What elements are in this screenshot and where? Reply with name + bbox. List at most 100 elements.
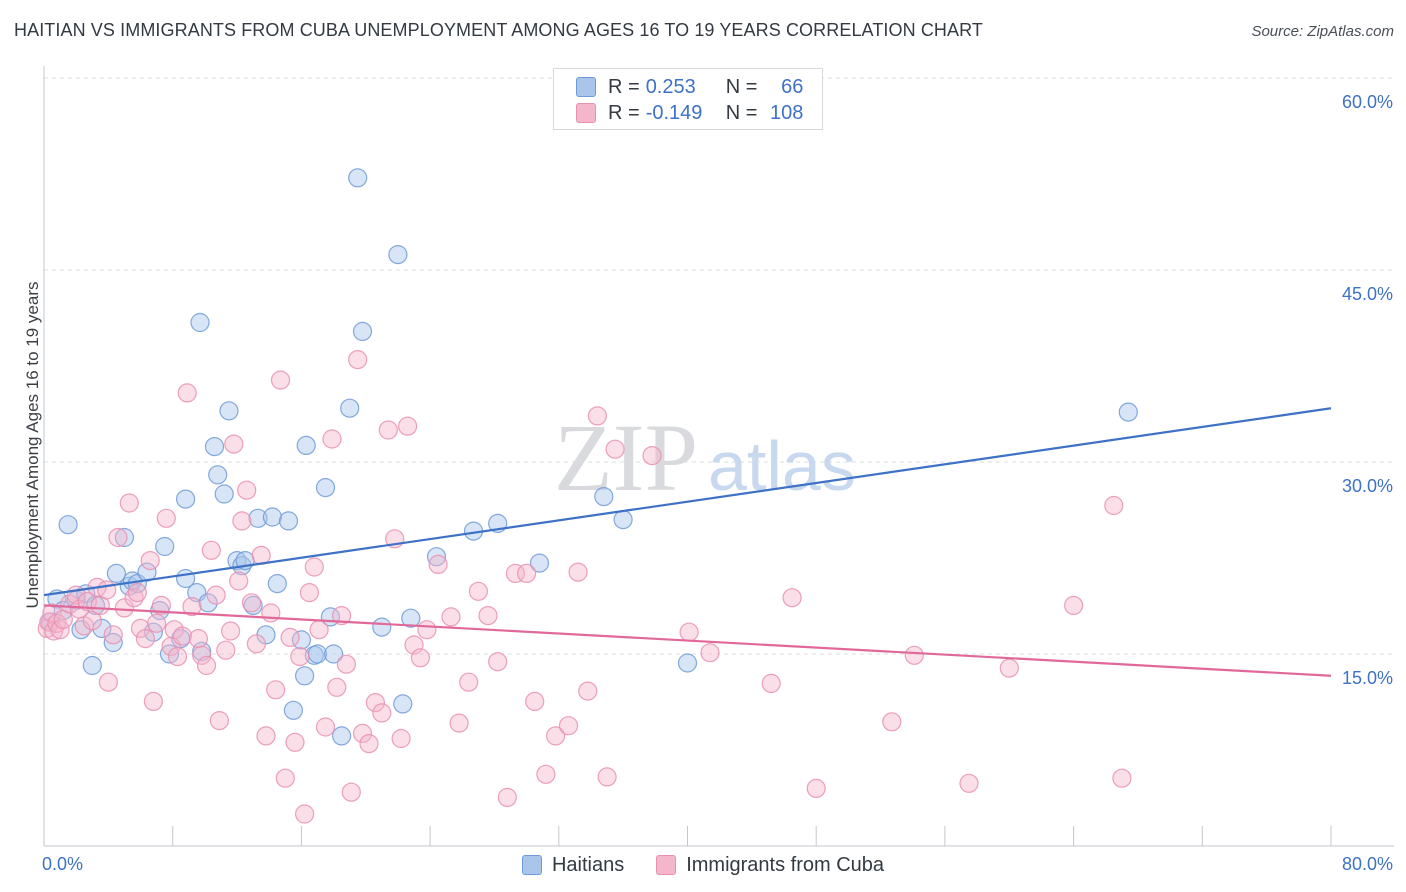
cuba-point-81 [428, 554, 448, 575]
cuba-point-62 [309, 620, 329, 640]
cuba-point-56 [280, 627, 300, 648]
cuba-point-86 [478, 605, 498, 626]
x-tick-labels: 0.0% 80.0% [42, 854, 1393, 874]
cuba-point-92 [536, 764, 556, 784]
cuba-point-36 [188, 628, 208, 649]
cuba-point-52 [261, 603, 281, 623]
cuba-point-59 [295, 804, 315, 824]
cuba-point-60 [299, 582, 319, 603]
cuba-point-64 [322, 429, 342, 449]
haitians-point-18 [155, 536, 175, 557]
haitians-point-60 [594, 487, 614, 507]
cuba-point-63 [315, 717, 336, 737]
cuba-point-99 [605, 439, 625, 459]
cuba-point-82 [441, 607, 461, 627]
cuba-point-109 [999, 658, 1019, 678]
legend-swatch-blue [576, 77, 596, 97]
legend-item-cuba[interactable]: Immigrants from Cuba [656, 854, 884, 877]
cuba-point-83 [449, 713, 469, 733]
legend-n-value: 66 [781, 75, 804, 98]
y-tick-label-1: 30.0% [1342, 476, 1393, 496]
watermark: ZIP atlas [554, 404, 856, 511]
source-label: Source: ZipAtlas.com [1251, 23, 1394, 40]
cuba-point-91 [525, 691, 545, 712]
cuba-point-44 [224, 434, 244, 454]
haitians-point-36 [262, 507, 282, 527]
y-tick-labels: 15.0% 30.0% 45.0% 60.0% [1342, 92, 1393, 688]
cuba-point-95 [568, 562, 588, 582]
cuba-point-12 [82, 611, 102, 631]
haitians-point-49 [340, 398, 360, 418]
cuba-point-25 [140, 550, 160, 571]
cuba-point-34 [177, 383, 197, 403]
cuba-point-74 [378, 420, 398, 440]
haitians-point-62 [677, 653, 698, 673]
haitians-point-51 [352, 321, 373, 341]
legend-row-cuba: R = -0.149 N = 108 [576, 100, 803, 126]
haitians-point-11 [114, 527, 135, 548]
haitians-point-63 [1118, 402, 1138, 422]
cuba-point-106 [882, 712, 902, 732]
chart-title: HAITIAN VS IMMIGRANTS FROM CUBA UNEMPLOY… [14, 20, 983, 40]
cuba-point-90 [516, 563, 537, 584]
y-tick-label-2: 45.0% [1342, 284, 1393, 304]
haitians-point-22 [176, 489, 196, 509]
y-tick-label-3: 60.0% [1342, 92, 1393, 112]
cuba-point-98 [597, 767, 617, 787]
cuba-point-19 [114, 598, 135, 618]
haitians-point-54 [393, 694, 413, 714]
cuba-point-21 [124, 588, 144, 608]
legend-swatch-blue [521, 855, 542, 875]
x-tick-label-max: 80.0% [1342, 854, 1393, 874]
series-legend: Haitians Immigrants from Cuba [0, 852, 1406, 878]
haitians-point-42 [296, 435, 316, 455]
cuba-point-17 [103, 625, 123, 645]
cuba-point-111 [1104, 495, 1124, 516]
haitians-point-38 [278, 511, 299, 531]
trend-line-cuba [43, 604, 1332, 677]
cuba-point-110 [1063, 595, 1084, 616]
x-tick-label-min: 0.0% [42, 854, 83, 874]
cuba-point-96 [578, 681, 598, 701]
axes [43, 66, 1394, 847]
cuba-point-72 [365, 692, 385, 713]
haitians-point-26 [204, 437, 225, 457]
cuba-point-47 [237, 480, 257, 500]
cuba-point-29 [156, 508, 176, 528]
haitians-point-50 [348, 168, 368, 188]
series-haitians [40, 168, 1138, 746]
haitians-point-52 [372, 617, 392, 637]
legend-row-haitians: R = 0.253 N = 66 [576, 74, 803, 100]
cuba-point-70 [352, 723, 373, 744]
legend-item-haitians[interactable]: Haitians [521, 853, 625, 877]
cuba-point-94 [558, 716, 579, 736]
legend-r-value: -0.149 [645, 101, 703, 124]
watermark-zip: ZIP [554, 404, 698, 511]
y-axis-label: Unemployment Among Ages 16 to 19 years [23, 282, 42, 609]
cuba-point-89 [505, 563, 526, 584]
cuba-point-54 [270, 370, 291, 390]
cuba-point-79 [410, 648, 430, 668]
cuba-point-32 [167, 646, 188, 667]
legend-label-haitians: Haitians [551, 853, 625, 876]
cuba-point-46 [232, 511, 252, 531]
cuba-point-108 [959, 773, 979, 793]
haitians-point-55 [401, 608, 421, 628]
cuba-point-37 [192, 645, 212, 665]
cuba-point-69 [348, 350, 368, 370]
cuba-point-38 [196, 655, 217, 676]
y-tick-label-0: 15.0% [1342, 668, 1393, 688]
cuba-point-107 [904, 645, 924, 665]
watermark-atlas: atlas [708, 427, 856, 505]
cuba-point-76 [391, 728, 411, 749]
cuba-point-85 [468, 581, 488, 601]
cuba-point-80 [417, 620, 437, 640]
legend-n-label: N = [725, 101, 758, 124]
haitians-point-53 [388, 245, 408, 265]
cuba-point-33 [172, 626, 192, 646]
cuba-point-45 [229, 571, 249, 591]
haitians-point-27 [208, 465, 228, 485]
cuba-point-15 [97, 580, 117, 600]
cuba-point-35 [182, 596, 202, 617]
haitians-point-45 [315, 478, 336, 498]
